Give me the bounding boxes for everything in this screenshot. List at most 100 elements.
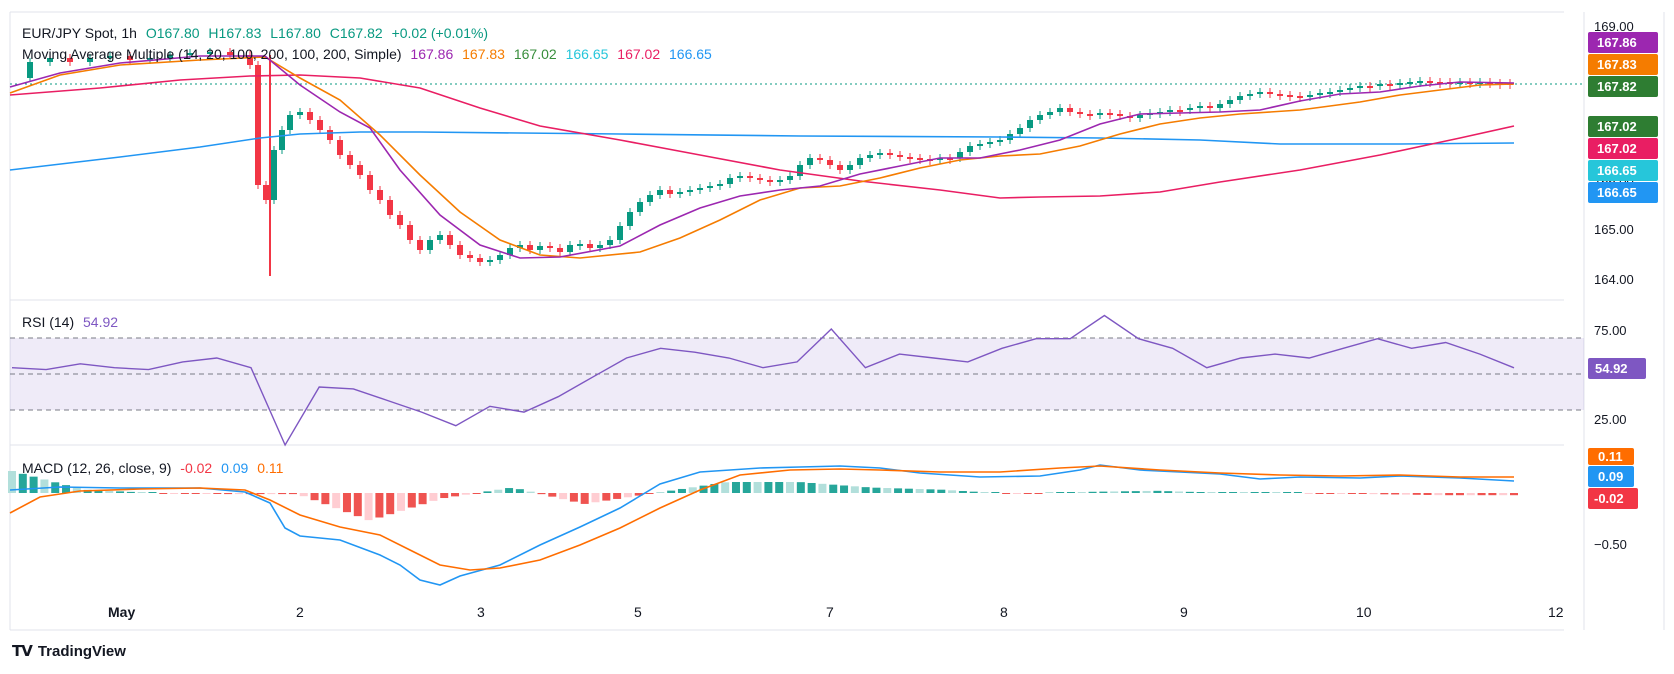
badge-green-text: 167.02 (1597, 119, 1637, 134)
macd-hist-bar (1499, 493, 1508, 496)
badge-cyan (1588, 160, 1658, 181)
price-tick-169: 169.00 (1594, 19, 1634, 34)
macd-hist-bar (1066, 492, 1075, 493)
candle-body (1027, 120, 1033, 128)
macd-hist-bar (353, 493, 362, 517)
candle-body (1437, 82, 1443, 84)
candle-body (947, 158, 953, 160)
tradingview-logo[interactable]: 𝗧𝗩 TradingView (12, 642, 126, 661)
candle-body (1347, 88, 1353, 90)
candle-body (127, 56, 133, 60)
candle-body (897, 155, 903, 157)
macd-hist-bar (1142, 490, 1151, 493)
ma-value-6: 166.65 (669, 46, 712, 62)
macd-hist-bar (375, 493, 384, 518)
macd-hist-bar (1488, 493, 1497, 496)
ma-value-4: 166.65 (565, 46, 609, 62)
candle-body (207, 52, 213, 54)
candle-body (317, 120, 323, 130)
candle-body (1297, 96, 1303, 98)
macd-hist-bar (1056, 492, 1065, 493)
candle-body (271, 150, 277, 200)
candle-body (457, 245, 463, 255)
macd-hist-bar (1423, 493, 1432, 495)
candle-body (697, 188, 703, 190)
candle-body (547, 246, 553, 248)
macd-hist-bar (796, 482, 805, 493)
candle-body (1317, 93, 1323, 95)
candle-body (497, 255, 503, 260)
macd-hist-bar (418, 493, 427, 505)
candle-body (987, 142, 993, 144)
price-tick-164: 164.00 (1594, 272, 1634, 287)
candle-body (1197, 106, 1203, 108)
candle-body (147, 58, 153, 60)
badge-sma200-text: 166.65 (1597, 185, 1637, 200)
macd-hist-bar (1347, 493, 1356, 494)
candle-body (577, 244, 583, 246)
candle-body (107, 56, 113, 58)
macd-hist-bar (407, 493, 416, 508)
price-badges: 167.86 167.83 167.82 167.02 167.02 166.6… (1588, 32, 1658, 509)
candle-body (397, 215, 403, 225)
macd-hist-bar (559, 493, 568, 500)
macd-hist-bar (1153, 490, 1162, 493)
macd-hist-bar (213, 493, 222, 494)
candle-body (1307, 95, 1313, 97)
badge-last (1588, 76, 1658, 97)
macd-hist-bar (753, 482, 762, 493)
macd-hist-bar (515, 489, 524, 493)
candle-body (1077, 112, 1083, 114)
candle-body (827, 160, 833, 165)
candle-body (667, 190, 673, 194)
macd-hist-bar (1218, 492, 1227, 493)
badge-sma200 (1588, 182, 1658, 203)
candle-body (427, 240, 433, 250)
macd-hist-bar (288, 493, 297, 495)
badge-sma20-text: 167.83 (1597, 57, 1637, 72)
macd-hist-bar (1380, 493, 1389, 495)
candle-body (997, 140, 1003, 142)
candle-body (527, 245, 533, 250)
candle-body (1267, 92, 1273, 94)
macd-hist-bar (429, 493, 438, 501)
candle-body (637, 202, 643, 212)
ma-label: Moving Average Multiple (14, 20, 100, 20… (22, 46, 402, 62)
macd-hist-bar (1120, 491, 1129, 493)
macd-signal-line (9, 465, 1514, 571)
macd-hist-bar (1012, 493, 1021, 494)
candle-body (867, 155, 873, 158)
candle-body (187, 53, 193, 55)
badge-macd (1588, 466, 1634, 487)
macd-hist-bar (1283, 492, 1292, 493)
candle-body (407, 225, 413, 240)
badge-cyan-text: 166.65 (1597, 163, 1637, 178)
candle-body (357, 165, 363, 175)
macd-legend: MACD (12, 26, close, 9) -0.02 0.09 0.11 (22, 460, 288, 476)
macd-hist-bar (1175, 491, 1184, 493)
candle-body (1087, 114, 1093, 116)
macd-hist-bar (461, 493, 470, 495)
macd-hist-bar (1034, 493, 1043, 494)
moving-averages (9, 55, 1515, 259)
macd-tick-minus050: −0.50 (1594, 537, 1627, 552)
candle-body (1467, 82, 1473, 84)
badge-sma14 (1588, 32, 1658, 53)
macd-hist-bar (8, 471, 16, 493)
macd-hist-bar (548, 493, 557, 497)
candle-body (347, 155, 353, 165)
macd-hist-bar (591, 493, 600, 503)
macd-hist-bar (1412, 493, 1421, 495)
macd-hist-bar (18, 473, 27, 493)
x-label-3: 3 (477, 604, 485, 620)
candle-body (967, 146, 973, 152)
macd-hist-bar (40, 479, 49, 493)
macd-histogram (8, 471, 1518, 521)
ohlc-change: +0.02 (+0.01%) (391, 25, 489, 41)
candle-body (47, 58, 53, 62)
macd-hist-bar (1358, 493, 1367, 494)
candle-body (307, 112, 313, 120)
candle-body (417, 240, 423, 250)
macd-hist-bar (958, 490, 967, 493)
